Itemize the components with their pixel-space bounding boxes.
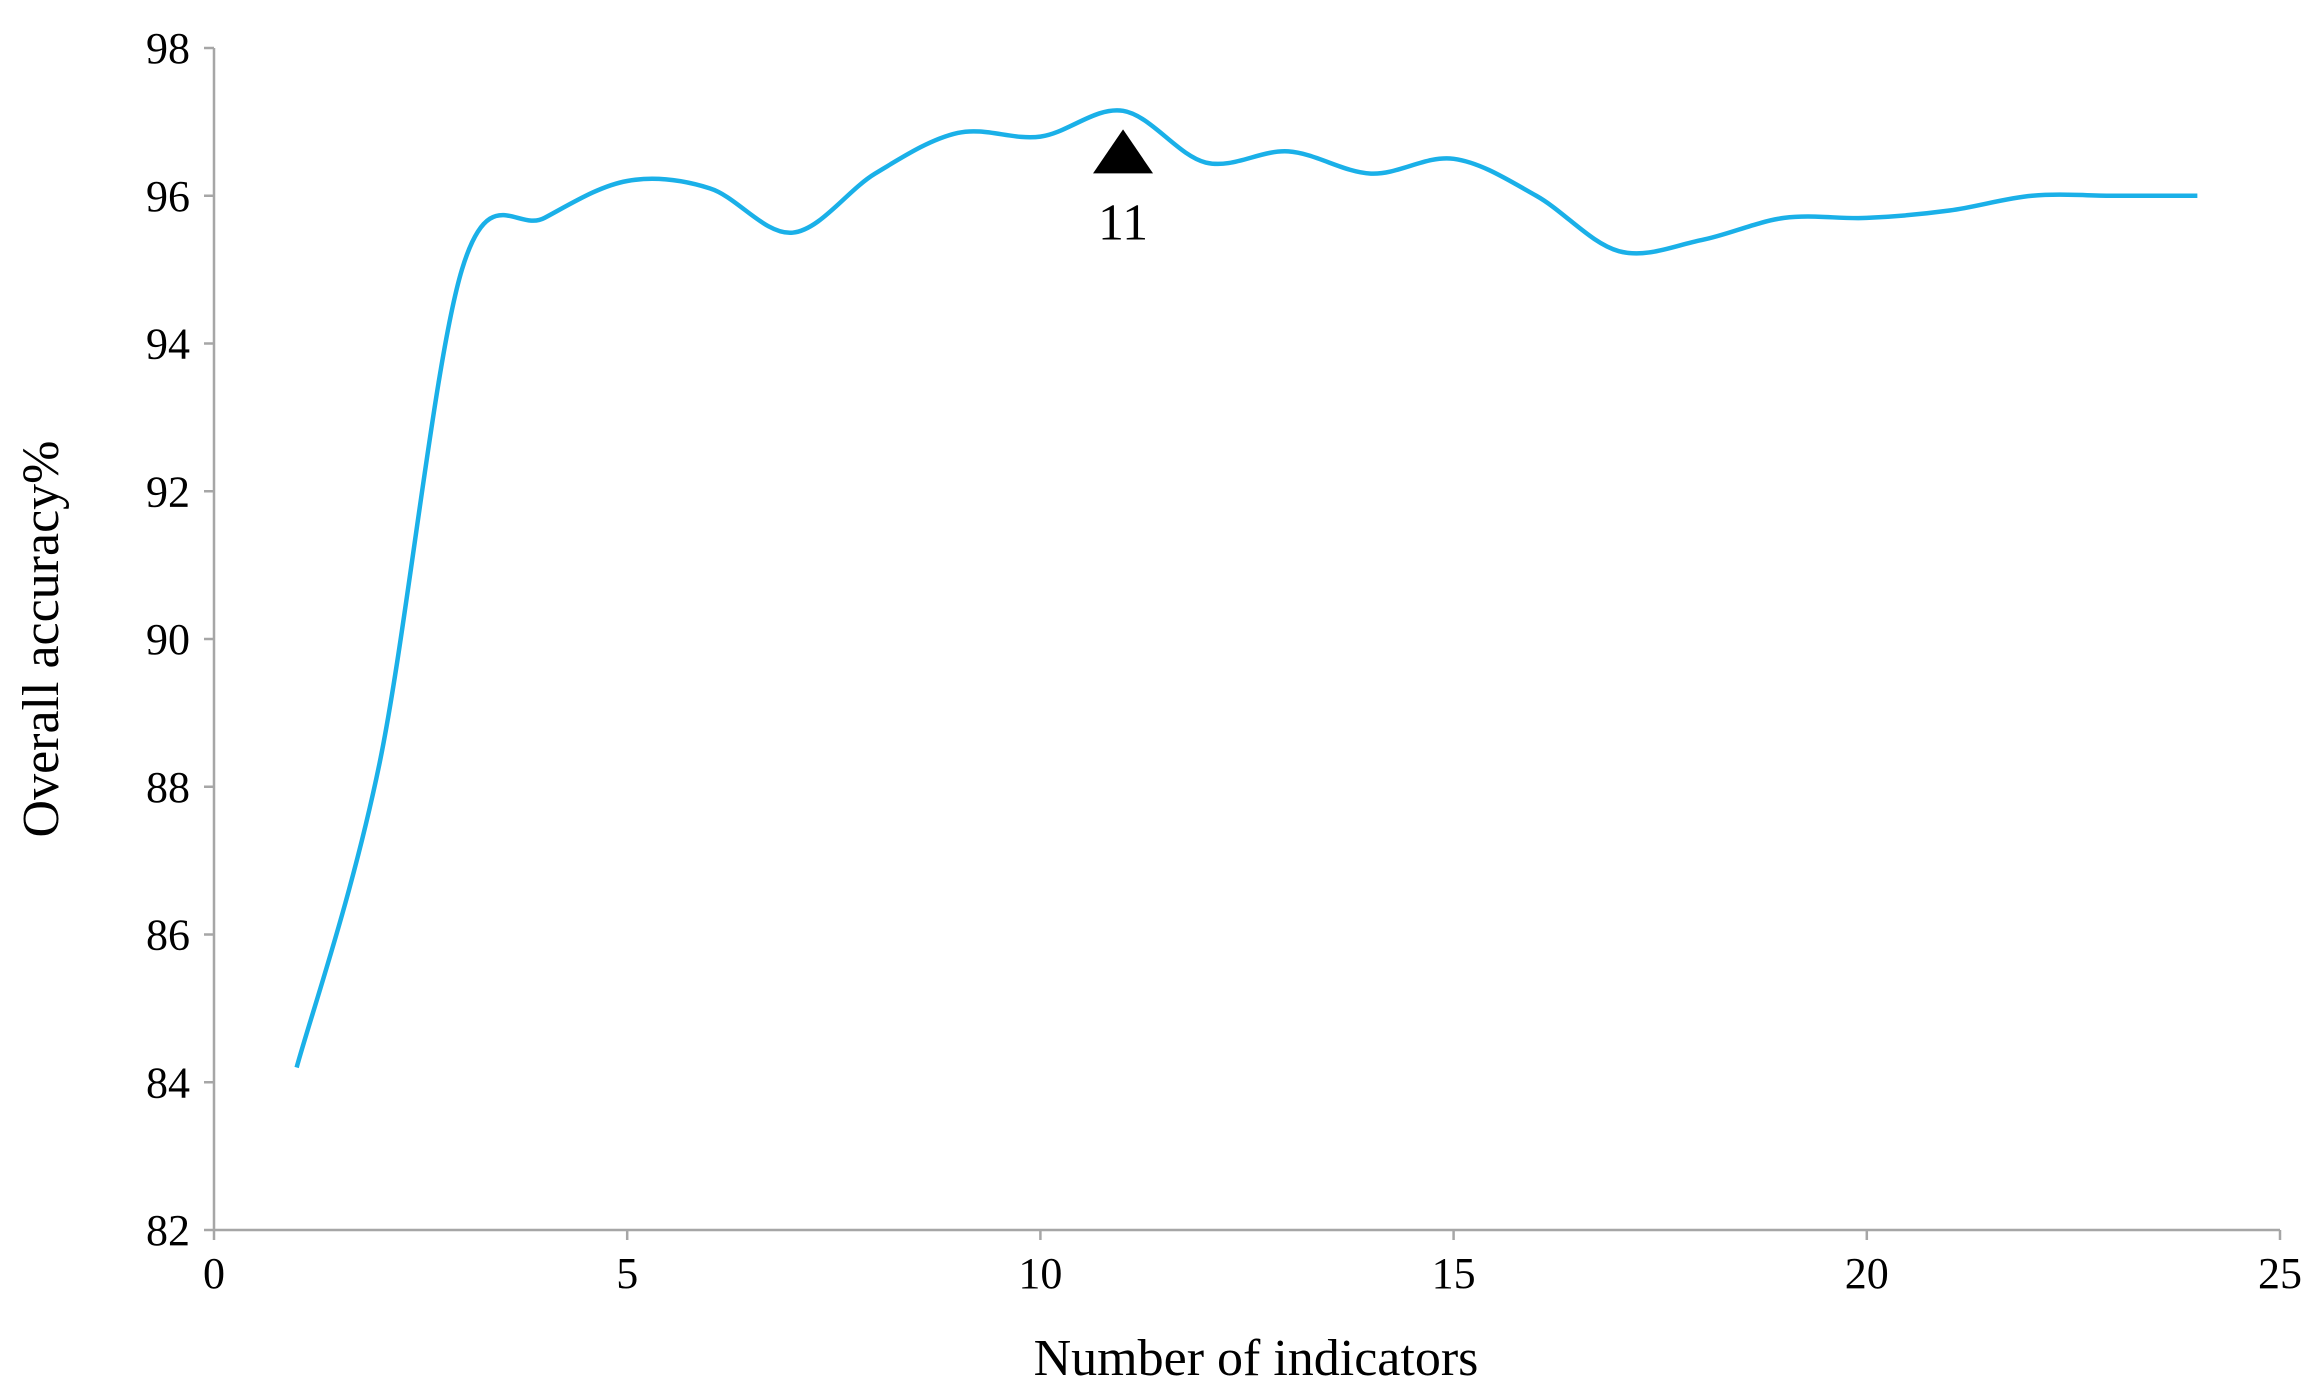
annotation-marker	[1093, 129, 1154, 174]
y-tick-label: 88	[146, 763, 190, 812]
x-tick-label: 10	[1018, 1249, 1062, 1298]
x-axis-label: Number of indicators	[1034, 1330, 1479, 1387]
x-tick-label: 15	[1432, 1249, 1476, 1298]
x-tick-label: 5	[616, 1249, 638, 1298]
x-tick-label: 20	[1845, 1249, 1889, 1298]
y-tick-label: 98	[146, 24, 190, 73]
y-axis-label: Overall accuracy%	[13, 441, 70, 838]
y-tick-label: 90	[146, 615, 190, 664]
x-tick-label: 25	[2258, 1249, 2302, 1298]
y-tick-label: 92	[146, 467, 190, 516]
x-tick-label: 0	[203, 1249, 225, 1298]
y-tick-label: 86	[146, 911, 190, 960]
y-tick-label: 82	[146, 1206, 190, 1255]
y-tick-label: 94	[146, 320, 190, 369]
y-tick-label: 96	[146, 172, 190, 221]
line	[294, 108, 2198, 1069]
y-tick-label: 84	[146, 1058, 190, 1107]
annotation-label: 11	[1098, 194, 1148, 251]
